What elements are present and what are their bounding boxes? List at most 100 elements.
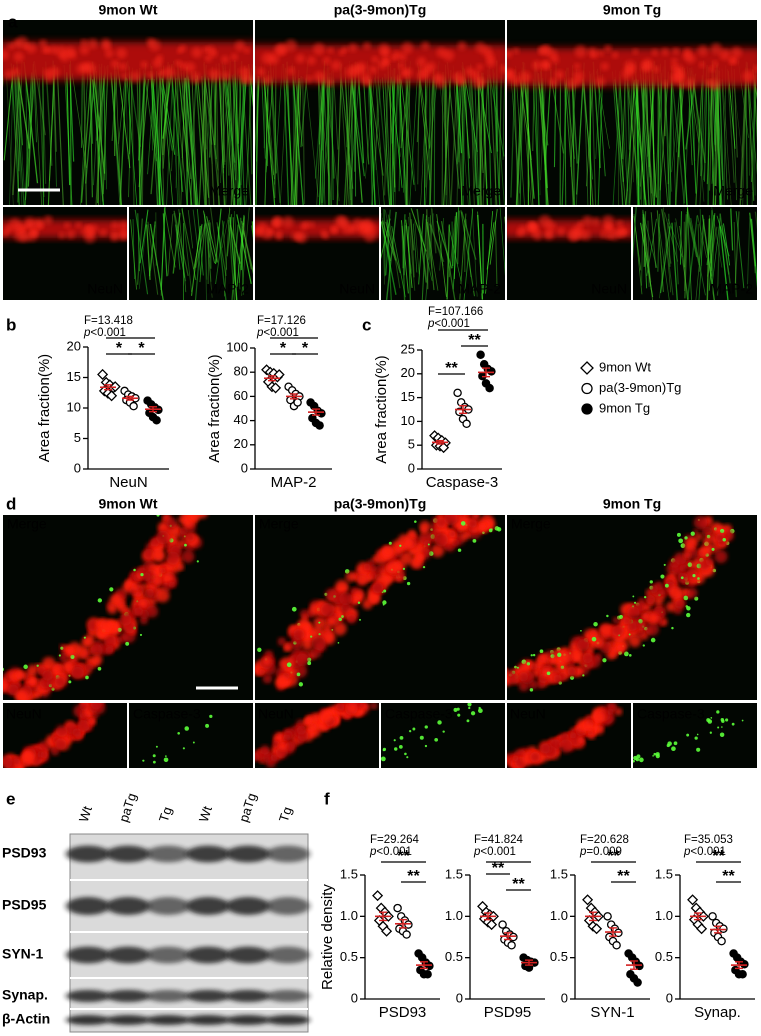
dendrite: [206, 223, 212, 282]
data-point: [404, 920, 413, 929]
micrograph: [3, 207, 127, 300]
y-tick-label: 1.0: [445, 908, 463, 923]
dendrite: [678, 68, 688, 205]
neuron: [182, 518, 193, 529]
dendrite: [664, 66, 670, 205]
dendrite: [398, 73, 402, 192]
dendrite: [161, 78, 176, 155]
caspase-spot: [381, 756, 386, 762]
p-value: p=0.009: [579, 846, 622, 858]
caspase-spot: [404, 752, 407, 756]
neuron: [325, 588, 337, 601]
micrograph-bg: [633, 703, 757, 768]
dendrite: [671, 76, 677, 205]
neuron: [397, 571, 406, 579]
blot-band: [266, 946, 310, 964]
neuron: [340, 602, 351, 613]
caspase-spot: [184, 543, 187, 547]
micrograph-bg: [129, 703, 253, 768]
neuron: [369, 65, 378, 74]
caspase-spot: [382, 747, 387, 752]
caspase-spot: [686, 733, 690, 737]
neuron: [255, 752, 260, 762]
caspase-spot: [467, 703, 472, 707]
neuron: [66, 230, 76, 239]
neuron: [322, 56, 331, 65]
neuron: [21, 750, 36, 765]
dendrite: [294, 77, 300, 205]
neuron: [99, 229, 107, 237]
micrograph: [381, 207, 505, 300]
y-tick-label: 1.0: [340, 908, 358, 923]
neuron: [335, 579, 349, 594]
neuron: [335, 703, 345, 711]
dendrite: [405, 75, 411, 205]
caspase-spot: [318, 633, 321, 636]
dendrite: [726, 69, 735, 183]
legend-marker: [581, 382, 593, 395]
neuron: [714, 549, 728, 564]
dendrite: [204, 223, 208, 300]
y-tick-label: 1.5: [550, 866, 568, 881]
channel-label: Caspase-3: [385, 706, 453, 722]
dendrite: [537, 73, 549, 205]
neuron: [507, 755, 509, 764]
significance-mark: *: [280, 340, 287, 357]
dendrite: [659, 72, 663, 205]
dendrite: [173, 210, 189, 277]
neuron: [577, 638, 590, 652]
neuron: [152, 548, 165, 561]
dendrite: [85, 66, 97, 184]
blot-band: [106, 989, 150, 1003]
neuron: [277, 637, 287, 646]
dendrite: [115, 67, 122, 205]
neuron: [371, 55, 379, 64]
neuron: [433, 73, 443, 83]
neuron: [62, 660, 73, 672]
dendrite: [656, 66, 669, 205]
neuron: [59, 652, 69, 663]
dendrite: [519, 73, 524, 205]
dendrite: [17, 60, 23, 203]
dendrite: [175, 224, 181, 270]
data-point: [603, 912, 612, 921]
neuron: [705, 557, 714, 566]
dendrite: [213, 72, 217, 159]
dendrite: [460, 210, 475, 297]
neuron: [243, 47, 250, 54]
caspase-spot: [526, 662, 531, 666]
neuron: [574, 45, 587, 58]
channel-label: NeuN: [258, 706, 294, 722]
neuron: [543, 229, 555, 240]
row-label: β-Actin: [2, 1011, 50, 1027]
neuron: [404, 539, 415, 550]
neuron: [42, 669, 53, 681]
dendrite: [286, 61, 293, 205]
dendrite: [34, 78, 43, 205]
channel-label: NeuN: [591, 281, 627, 297]
dendrite: [291, 65, 304, 205]
neuron: [753, 65, 757, 73]
blot-band: [66, 1014, 110, 1026]
blot-band: [106, 946, 150, 964]
dendrite: [382, 217, 385, 285]
neuron: [407, 529, 417, 538]
neuron: [185, 532, 195, 542]
dendrite: [712, 63, 723, 205]
dendrite: [611, 71, 624, 205]
neuron: [380, 48, 391, 59]
neuron: [642, 612, 650, 621]
neuron: [110, 59, 120, 69]
neuron: [7, 684, 19, 696]
y-tick-label: 40: [234, 412, 248, 427]
neuron: [338, 49, 346, 56]
data-point: [614, 928, 623, 938]
neuron: [119, 62, 127, 71]
dendrite: [274, 63, 283, 185]
neuron: [313, 43, 325, 55]
neuron: [54, 738, 67, 750]
neuron: [272, 740, 280, 748]
caspase-spot: [633, 601, 637, 604]
dendrite: [241, 207, 250, 296]
caspase-spot: [692, 574, 696, 578]
